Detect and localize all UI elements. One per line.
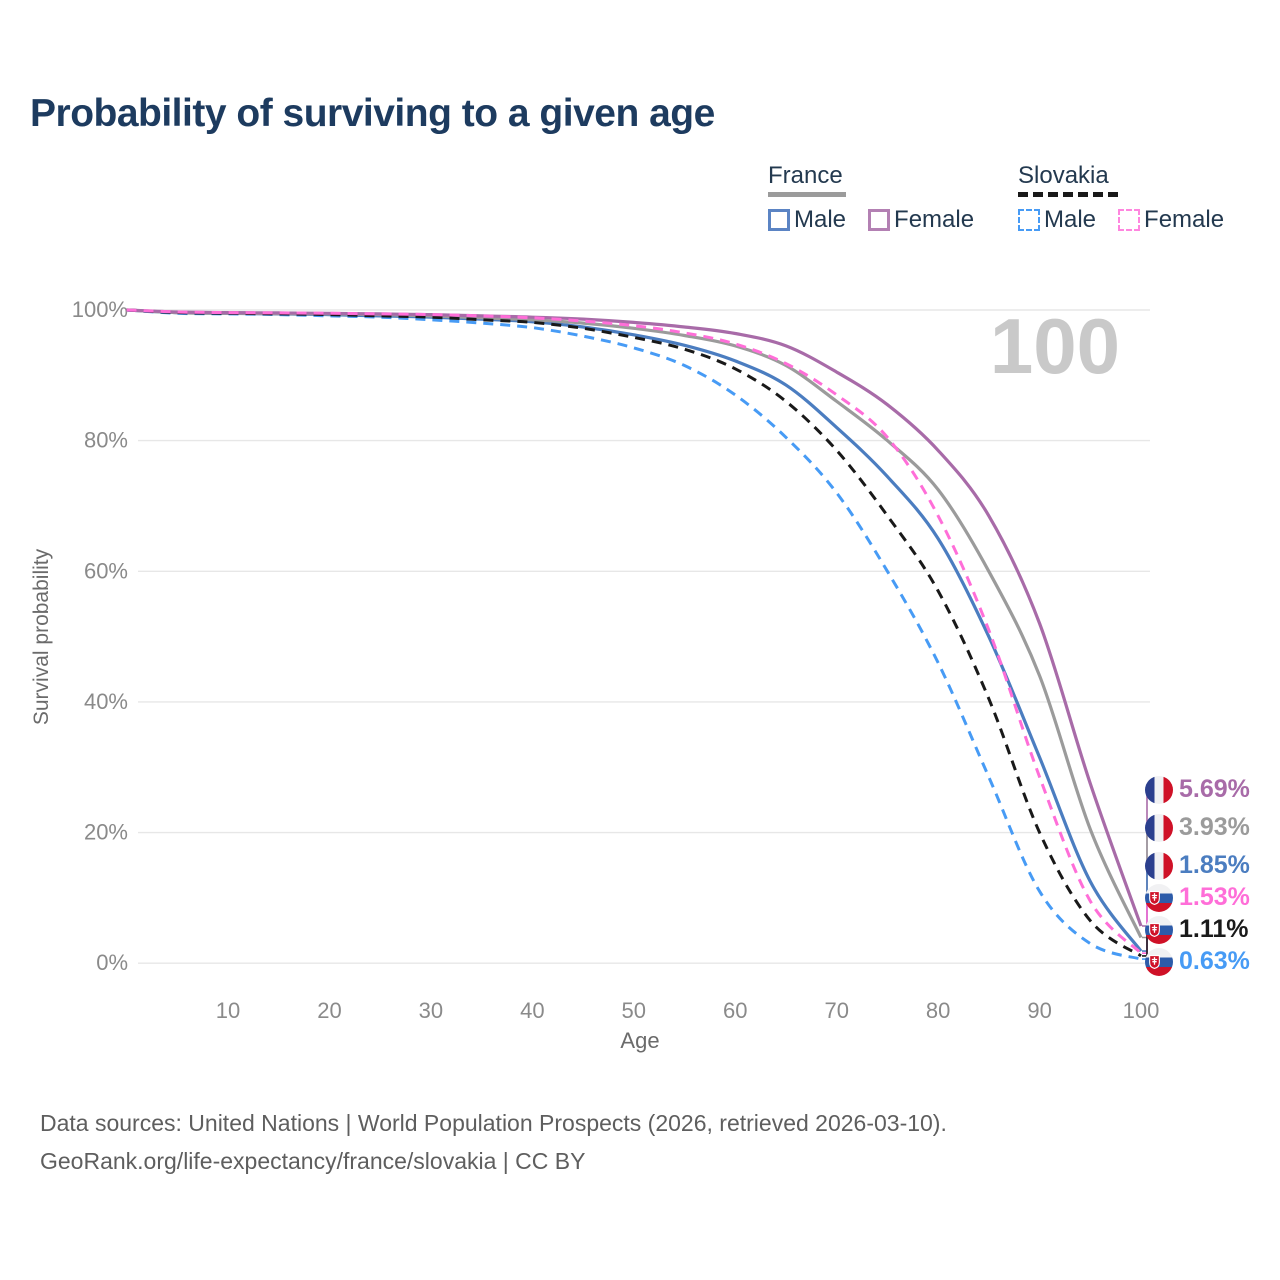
legend-france-label: France	[768, 162, 843, 189]
france-male-swatch-icon	[768, 209, 790, 231]
slovakia-dashed-line-icon	[1018, 192, 1118, 197]
y-tick-label: 20%	[84, 820, 128, 845]
france-flag-icon	[1145, 775, 1173, 804]
x-tick-label: 70	[824, 998, 848, 1023]
end-label-france-male: 1.85%	[1145, 851, 1250, 880]
series-line-france-female[interactable]	[126, 308, 1143, 927]
x-tick-label: 60	[723, 998, 747, 1023]
slovakia-male-swatch-icon	[1018, 209, 1040, 231]
end-value: 3.93%	[1179, 813, 1250, 841]
x-tick-label: 40	[520, 998, 544, 1023]
y-tick-label: 40%	[84, 689, 128, 714]
legend-item-label: Female	[894, 206, 975, 233]
footer-data-sources: Data sources: United Nations | World Pop…	[40, 1110, 947, 1136]
legend-item-label: Male	[1044, 206, 1097, 233]
legend-item-label: Female	[1144, 206, 1225, 233]
end-label-france-both-sexes: 3.93%	[1145, 813, 1250, 842]
y-tick-label: 0%	[96, 950, 128, 975]
end-value: 0.63%	[1179, 947, 1250, 975]
slovakia-flag-icon	[1145, 947, 1173, 976]
end-value: 5.69%	[1179, 775, 1250, 803]
footer-url: GeoRank.org/life-expectancy/france/slova…	[40, 1148, 586, 1174]
france-female-swatch-icon	[868, 209, 891, 231]
x-tick-label: 50	[622, 998, 646, 1023]
end-label-slovakia-both-sexes: 1.11%	[1145, 915, 1249, 944]
legend-item-slovakia-male[interactable]: Male	[1018, 206, 1096, 234]
slovakia-flag-icon	[1145, 915, 1173, 944]
slovakia-emblem-icon	[1149, 890, 1160, 905]
x-tick-label: 30	[419, 998, 443, 1023]
end-label-slovakia-male: 0.63%	[1145, 947, 1250, 976]
end-value: 1.11%	[1179, 915, 1249, 943]
legend-item-slovakia-female[interactable]: Female	[1118, 206, 1224, 234]
legend-slovakia-label: Slovakia	[1018, 162, 1109, 189]
x-tick-label: 10	[216, 998, 240, 1023]
legend-item-france-female[interactable]: Female	[868, 206, 974, 234]
france-flag-icon	[1145, 813, 1173, 842]
slovakia-female-swatch-icon	[1118, 209, 1141, 231]
france-flag-icon	[1145, 851, 1173, 880]
x-tick-label: 90	[1027, 998, 1051, 1023]
slovakia-emblem-icon	[1149, 922, 1160, 937]
legend-item-label: Male	[794, 206, 847, 233]
end-label-france-female: 5.69%	[1145, 775, 1250, 804]
end-label-slovakia-female: 1.53%	[1145, 883, 1250, 912]
x-axis-title: Age	[620, 1028, 659, 1053]
y-axis-title: Survival probability	[30, 548, 53, 725]
end-value: 1.53%	[1179, 883, 1250, 911]
y-tick-label: 60%	[84, 558, 128, 583]
y-tick-label: 80%	[84, 428, 128, 453]
series-line-slovakia-female[interactable]	[126, 308, 1143, 955]
slovakia-emblem-icon	[1149, 954, 1160, 969]
slovakia-flag-icon	[1145, 883, 1173, 912]
series-line-france-both-sexes[interactable]	[126, 308, 1143, 939]
x-tick-label: 100	[1123, 998, 1160, 1023]
series-line-slovakia-both-sexes[interactable]	[126, 308, 1142, 958]
footer: Data sources: United Nations | World Pop…	[40, 1104, 947, 1180]
legend-group-slovakia: Slovakia Male Female	[1018, 163, 1224, 234]
legend: France Male Female Slovakia Male	[0, 163, 1280, 243]
legend-item-france-male[interactable]: Male	[768, 206, 846, 234]
legend-group-france: France Male Female	[768, 163, 974, 234]
x-tick-label: 20	[317, 998, 341, 1023]
france-solid-line-icon	[768, 192, 846, 197]
age-watermark: 100	[990, 302, 1120, 390]
end-value: 1.85%	[1179, 851, 1250, 879]
x-tick-label: 80	[926, 998, 950, 1023]
y-tick-label: 100%	[72, 297, 128, 322]
page-title: Probability of surviving to a given age	[30, 92, 715, 135]
